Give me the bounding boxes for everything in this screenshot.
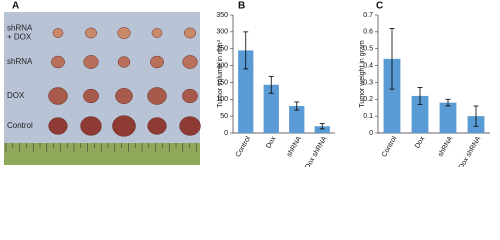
- bar: [263, 84, 279, 133]
- y-tick-label: 0.7: [363, 12, 373, 19]
- y-axis-label: Tumor volume in mm³: [217, 39, 224, 107]
- tumor: [151, 28, 163, 38]
- row-label: DOX: [7, 91, 25, 100]
- y-tick-label: 0.5: [363, 46, 373, 53]
- x-tick-label: Dox shRNA: [304, 135, 329, 167]
- tumor: [184, 27, 196, 39]
- tumor: [48, 87, 68, 105]
- tumor: [112, 115, 136, 137]
- tumor: [52, 28, 64, 38]
- tumor: [83, 55, 99, 69]
- y-tick-label: 0.1: [363, 113, 373, 120]
- x-tick-label: Dox shRNA: [458, 135, 483, 167]
- row-label: shRNA + DOX: [7, 24, 33, 42]
- y-tick-label: 300: [216, 29, 228, 36]
- bar: [289, 106, 305, 133]
- y-tick-label: 0.3: [363, 79, 373, 86]
- x-tick-label: Control: [235, 135, 253, 158]
- figure: A shRNA + DOX shRNA DOX Control B Tumor volum…: [4, 1, 490, 167]
- bar: [383, 58, 401, 134]
- bar: [411, 95, 429, 133]
- x-tick-label: Dox: [414, 135, 427, 150]
- y-tick-label: 0: [369, 130, 373, 137]
- row-label: Control: [7, 121, 33, 130]
- panel-letter: C: [376, 1, 383, 12]
- tumor: [179, 116, 201, 136]
- x-tick-label: shRNA: [437, 135, 454, 158]
- tumor: [117, 56, 131, 68]
- tumor: [147, 117, 167, 135]
- x-tick-label: Dox: [265, 135, 278, 150]
- tumor: [182, 55, 198, 69]
- y-tick-label: 100: [216, 96, 228, 103]
- tumor: [85, 27, 97, 39]
- photo-background: [4, 12, 200, 165]
- row-label: shRNA: [7, 57, 33, 66]
- y-tick-label: 0.6: [363, 29, 373, 36]
- ruler: [4, 143, 200, 165]
- x-tick-label: shRNA: [286, 135, 303, 158]
- tumor: [83, 88, 99, 104]
- tumor: [48, 117, 68, 135]
- photo: shRNA + DOX shRNA DOX Control: [5, 24, 201, 152]
- bar: [439, 102, 457, 133]
- tumor: [115, 88, 133, 104]
- tumor: [182, 88, 198, 104]
- panel-letter: A: [12, 1, 19, 12]
- y-tick-label: 50: [220, 113, 228, 120]
- y-tick-label: 200: [216, 62, 228, 69]
- y-axis-label: Tumor weight in gram: [359, 40, 366, 108]
- y-tick-label: 150: [216, 79, 228, 86]
- tumor: [150, 55, 164, 69]
- x-tick-label: Control: [381, 135, 399, 158]
- y-tick-label: 0.4: [363, 62, 373, 69]
- tumor: [147, 87, 167, 105]
- panel-letter: B: [238, 1, 245, 12]
- y-tick-label: 0: [224, 130, 228, 137]
- bar: [314, 126, 330, 133]
- bar: [238, 50, 254, 133]
- tumor: [51, 55, 65, 69]
- tumor: [80, 116, 102, 136]
- y-tick-label: 350: [216, 12, 228, 19]
- y-tick-label: 250: [216, 46, 228, 53]
- tumor: [117, 27, 131, 39]
- y-tick-label: 0.2: [363, 96, 373, 103]
